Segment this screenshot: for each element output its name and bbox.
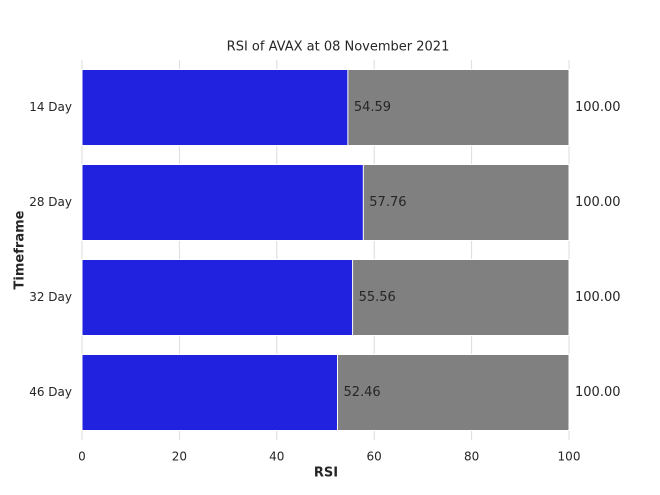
y-tick-label: 28 Day [29, 195, 72, 209]
value-label: 55.56 [359, 290, 396, 305]
y-axis-label: Timeframe [13, 210, 28, 289]
bar [81, 354, 338, 431]
x-tick-label: 20 [172, 450, 187, 464]
bar [81, 164, 364, 241]
value-label: 54.59 [354, 100, 391, 115]
value-label: 52.46 [343, 385, 380, 400]
value-label: 100.00 [575, 290, 621, 305]
value-label: 57.76 [369, 195, 406, 210]
bar [81, 259, 354, 336]
x-tick-label: 40 [269, 450, 284, 464]
x-tick-label: 80 [464, 450, 479, 464]
value-label: 100.00 [575, 385, 621, 400]
x-axis-label: RSI [314, 466, 338, 481]
chart-title: RSI of AVAX at 08 November 2021 [227, 40, 450, 55]
value-label: 100.00 [575, 100, 621, 115]
y-tick-label: 14 Day [29, 100, 72, 114]
y-tick-label: 46 Day [29, 385, 72, 399]
value-label: 100.00 [575, 195, 621, 210]
bar [81, 69, 349, 146]
y-tick-label: 32 Day [29, 290, 72, 304]
x-tick-label: 0 [78, 450, 86, 464]
x-tick-label: 100 [558, 450, 581, 464]
x-tick-label: 60 [367, 450, 382, 464]
